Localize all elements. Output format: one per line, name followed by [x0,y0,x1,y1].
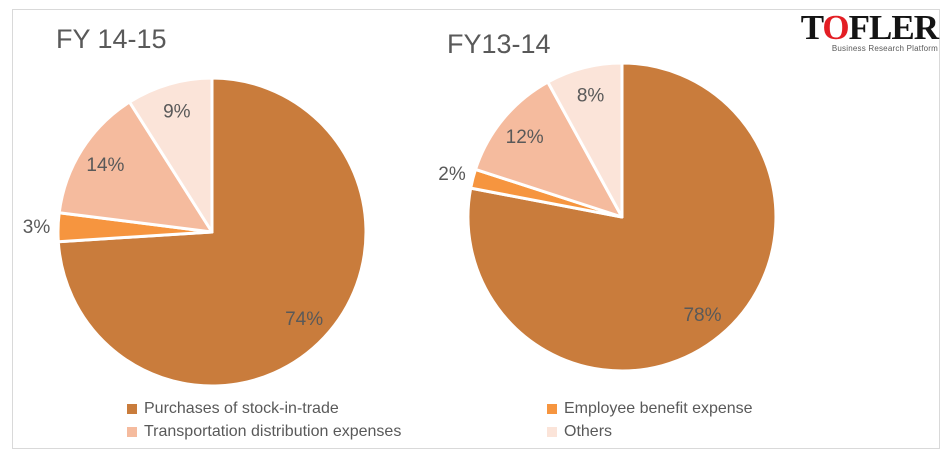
pie-slice-label: 78% [683,305,721,326]
logo-letter-o-red: O [822,8,849,47]
pie-slice-label: 14% [86,155,124,176]
logo-letters-fler: FLER [848,8,939,47]
pie-slice-label: 8% [577,85,605,106]
legend-item-others: Others [547,423,612,440]
legend-item-purchases: Purchases of stock-in-trade [127,400,339,417]
legend-label-others: Others [564,422,613,440]
pie-slice-12% [474,80,624,219]
tofler-wordmark: TOFLER [800,8,939,48]
legend-swatch-transportation [127,426,137,437]
pie-slice-label: 3% [23,217,51,238]
pie-title-fy13-14: FY13-14 [447,29,551,59]
legend-label-employee: Employee benefit expense [564,399,753,417]
pie-slice-label: 9% [163,101,191,122]
logo-tagline: Business Research Platform [831,44,938,54]
logo-letter-t: T [800,8,824,47]
legend-swatch-employee [547,403,557,414]
pie-slice-9% [128,76,214,234]
pie-slice-label: 12% [506,127,544,148]
legend-item-transportation: Transportation distribution expenses [127,423,401,440]
legend-swatch-purchases [127,403,137,414]
pie-title-fy14-15: FY 14-15 [56,24,167,54]
pie-slice-label: 2% [438,164,466,185]
pie-slice-8% [546,61,624,219]
legend-label-transportation: Transportation distribution expenses [144,422,402,440]
pie-fy13-14: 78% 2% 12% 8% [438,61,778,373]
legend-swatch-others [547,426,557,437]
pie-slice-14% [57,100,214,234]
legend-item-employee: Employee benefit expense [547,400,753,417]
pie-fy-14-15: 74% 3% 14% 9% [23,76,368,388]
pie-slice-label: 74% [285,309,323,330]
legend-label-purchases: Purchases of stock-in-trade [144,399,339,417]
tofler-logo: TOFLER Business Research Platform [800,8,939,54]
